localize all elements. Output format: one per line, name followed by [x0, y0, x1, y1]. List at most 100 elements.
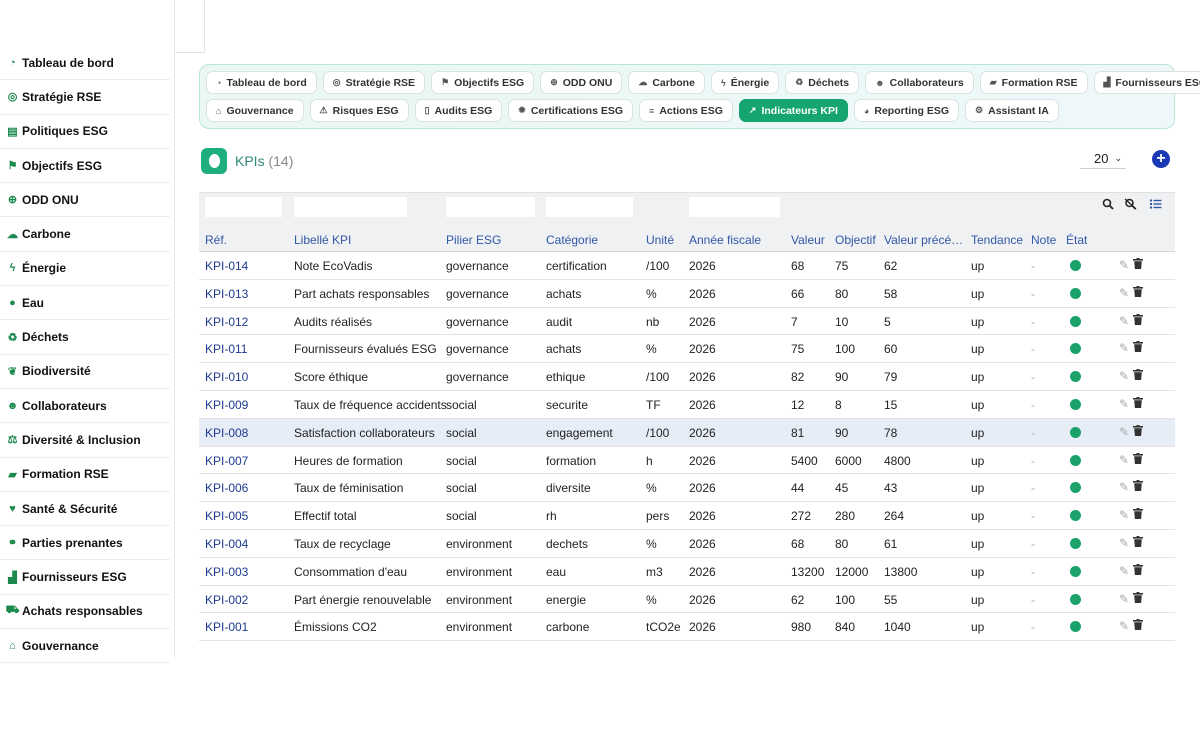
delete-icon[interactable]	[1133, 341, 1143, 355]
sidebar-item-politiques-esg[interactable]: ▤ Politiques ESG	[0, 115, 170, 149]
sidebar-item-formation-rse[interactable]: ▰ Formation RSE	[0, 458, 170, 492]
search-icon[interactable]	[1102, 198, 1114, 213]
sidebar-item-odd-onu[interactable]: ⊕ ODD ONU	[0, 183, 170, 218]
column-header-annee-fiscale[interactable]: Année fiscale	[689, 233, 762, 247]
tab-strategie-rse[interactable]: ◎ Stratégie RSE	[322, 71, 426, 94]
cell-ref[interactable]: KPI-011	[205, 342, 248, 357]
edit-icon[interactable]: ✎	[1119, 396, 1130, 411]
column-header-objectif[interactable]: Objectif	[835, 233, 876, 247]
column-header-pilier-esg[interactable]: Pilier ESG	[446, 233, 502, 247]
sidebar-item-energie[interactable]: ϟ Énergie	[0, 252, 170, 287]
sidebar-item-tableau-de-bord[interactable]: ◔ Tableau de bord	[0, 46, 170, 81]
delete-icon[interactable]	[1133, 591, 1143, 606]
sidebar-item-objectifs-esg[interactable]: ⚑ Objectifs ESG	[0, 149, 170, 184]
edit-icon[interactable]: ✎	[1119, 480, 1130, 495]
tab-fournisseurs-esg[interactable]: ▟ Fournisseurs ESG	[1093, 71, 1200, 94]
sidebar-item-fournisseurs-esg[interactable]: ▟ Fournisseurs ESG	[0, 560, 170, 595]
cell-ref[interactable]: KPI-005	[205, 509, 249, 524]
tab-risques-esg[interactable]: ⚠ Risques ESG	[309, 99, 409, 122]
delete-icon[interactable]	[1133, 452, 1143, 467]
tab-indicateurs-kpi[interactable]: ↗ Indicateurs KPI	[738, 99, 848, 122]
filter-label-input[interactable]	[294, 197, 407, 217]
add-kpi-button[interactable]: +	[1152, 150, 1170, 168]
table-row[interactable]: KPI-008 Satisfaction collaborateurs social…	[199, 418, 1175, 447]
cell-ref[interactable]: KPI-008	[205, 425, 249, 440]
tab-formation-rse[interactable]: ▰ Formation RSE	[979, 71, 1088, 94]
column-header-valeur-prece[interactable]: Valeur précé…	[884, 233, 964, 247]
edit-icon[interactable]: ✎	[1119, 563, 1130, 578]
delete-icon[interactable]	[1133, 313, 1143, 328]
edit-icon[interactable]: ✎	[1119, 341, 1130, 356]
column-header-valeur[interactable]: Valeur	[791, 233, 825, 247]
tab-tableau-de-bord[interactable]: ◔ Tableau de bord	[206, 71, 317, 94]
table-row[interactable]: KPI-013 Part achats responsables governanc…	[199, 280, 1175, 308]
edit-icon[interactable]: ✎	[1119, 535, 1130, 550]
filter-ref-input[interactable]	[205, 197, 282, 217]
filter-category-input[interactable]	[546, 197, 633, 217]
delete-icon[interactable]	[1133, 424, 1143, 439]
filter-year-input[interactable]	[689, 197, 780, 217]
edit-icon[interactable]: ✎	[1119, 452, 1130, 467]
cell-ref[interactable]: KPI-003	[205, 564, 249, 579]
column-header-ref[interactable]: Réf.	[205, 233, 228, 247]
table-row[interactable]: KPI-011 Fournisseurs évalués ESG governanc…	[199, 335, 1175, 364]
sidebar-item-biodiversite[interactable]: ❦ Biodiversité	[0, 355, 170, 389]
table-row[interactable]: KPI-010 Score éthique governance ethique/10…	[199, 363, 1175, 391]
delete-icon[interactable]	[1133, 535, 1143, 550]
cell-ref[interactable]: KPI-001	[205, 620, 249, 635]
table-row[interactable]: KPI-005 Effectif total social rh pers 2026 272…	[199, 502, 1175, 530]
filter-pillar-input[interactable]	[446, 197, 535, 217]
delete-icon[interactable]	[1133, 285, 1143, 300]
table-row[interactable]: KPI-004 Taux de recyclage environment deche…	[199, 530, 1175, 558]
cell-ref[interactable]: KPI-002	[205, 592, 249, 607]
table-row[interactable]: KPI-001 Émissions CO2 environment carbone tC…	[199, 613, 1175, 642]
cell-ref[interactable]: KPI-014	[205, 259, 249, 273]
table-row[interactable]: KPI-014 Note EcoVadis governance certificat…	[199, 252, 1175, 280]
delete-icon[interactable]	[1133, 619, 1143, 633]
clear-filter-icon[interactable]	[1124, 198, 1137, 213]
tab-carbone[interactable]: ☁ Carbone	[628, 71, 705, 94]
tab-odd-onu[interactable]: ⊕ ODD ONU	[540, 71, 623, 94]
table-row[interactable]: KPI-012 Audits réalisés governance audit nb 2…	[199, 308, 1175, 336]
sidebar-item-strategie-rse[interactable]: ◎ Stratégie RSE	[0, 80, 170, 115]
edit-icon[interactable]: ✎	[1119, 591, 1130, 606]
delete-icon[interactable]	[1133, 480, 1143, 494]
column-header-tendance[interactable]: Tendance	[971, 233, 1024, 247]
column-list-icon[interactable]	[1150, 198, 1162, 212]
edit-icon[interactable]: ✎	[1119, 285, 1130, 300]
table-row[interactable]: KPI-007 Heures de formation social formatio…	[199, 447, 1175, 475]
tab-audits-esg[interactable]: ▯ Audits ESG	[414, 99, 503, 122]
tab-assistant-ia[interactable]: ⚙ Assistant IA	[965, 99, 1059, 122]
tab-objectifs-esg[interactable]: ⚑ Objectifs ESG	[431, 71, 535, 94]
column-header-unite[interactable]: Unité	[646, 233, 675, 247]
edit-icon[interactable]: ✎	[1119, 313, 1130, 328]
table-row[interactable]: KPI-009 Taux de fréquence accidents social…	[199, 391, 1175, 419]
sidebar-item-collaborateurs[interactable]: ☻ Collaborateurs	[0, 389, 170, 424]
sidebar-item-gouvernance[interactable]: ⌂ Gouvernance	[0, 629, 170, 664]
tab-reporting-esg[interactable]: ◕ Reporting ESG	[853, 99, 960, 122]
delete-icon[interactable]	[1133, 396, 1143, 411]
sidebar-item-carbone[interactable]: ☁ Carbone	[0, 217, 170, 252]
tab-collaborateurs[interactable]: ☻ Collaborateurs	[865, 71, 974, 94]
edit-icon[interactable]: ✎	[1119, 369, 1130, 384]
cell-ref[interactable]: KPI-006	[205, 481, 249, 496]
edit-icon[interactable]: ✎	[1119, 424, 1130, 439]
cell-ref[interactable]: KPI-009	[205, 397, 249, 412]
table-row[interactable]: KPI-003 Consommation d'eau environment eau m…	[199, 558, 1175, 586]
sidebar-item-sante-securite[interactable]: ♥ Santé & Sécurité	[0, 492, 170, 527]
cell-ref[interactable]: KPI-007	[205, 453, 249, 468]
column-header-libelle-kpi[interactable]: Libellé KPI	[294, 233, 352, 247]
delete-icon[interactable]	[1133, 508, 1143, 522]
cell-ref[interactable]: KPI-012	[205, 314, 249, 329]
table-row[interactable]: KPI-006 Taux de féminisation social diversi…	[199, 474, 1175, 503]
table-row[interactable]: KPI-002 Part énergie renouvelable environm…	[199, 586, 1175, 614]
tab-dechets[interactable]: ♻ Déchets	[785, 71, 860, 94]
sidebar-item-parties-prenantes[interactable]: ⚭ Parties prenantes	[0, 526, 170, 561]
sidebar-item-dechets[interactable]: ♻ Déchets	[0, 320, 170, 355]
edit-icon[interactable]: ✎	[1119, 258, 1130, 272]
cell-ref[interactable]: KPI-013	[205, 286, 249, 301]
tab-energie[interactable]: ϟ Énergie	[710, 71, 780, 94]
sidebar-item-eau[interactable]: ● Eau	[0, 286, 170, 321]
tab-certifications-esg[interactable]: ✹ Certifications ESG	[508, 99, 634, 122]
per-page-select[interactable]: 20 ⌄	[1080, 149, 1126, 169]
